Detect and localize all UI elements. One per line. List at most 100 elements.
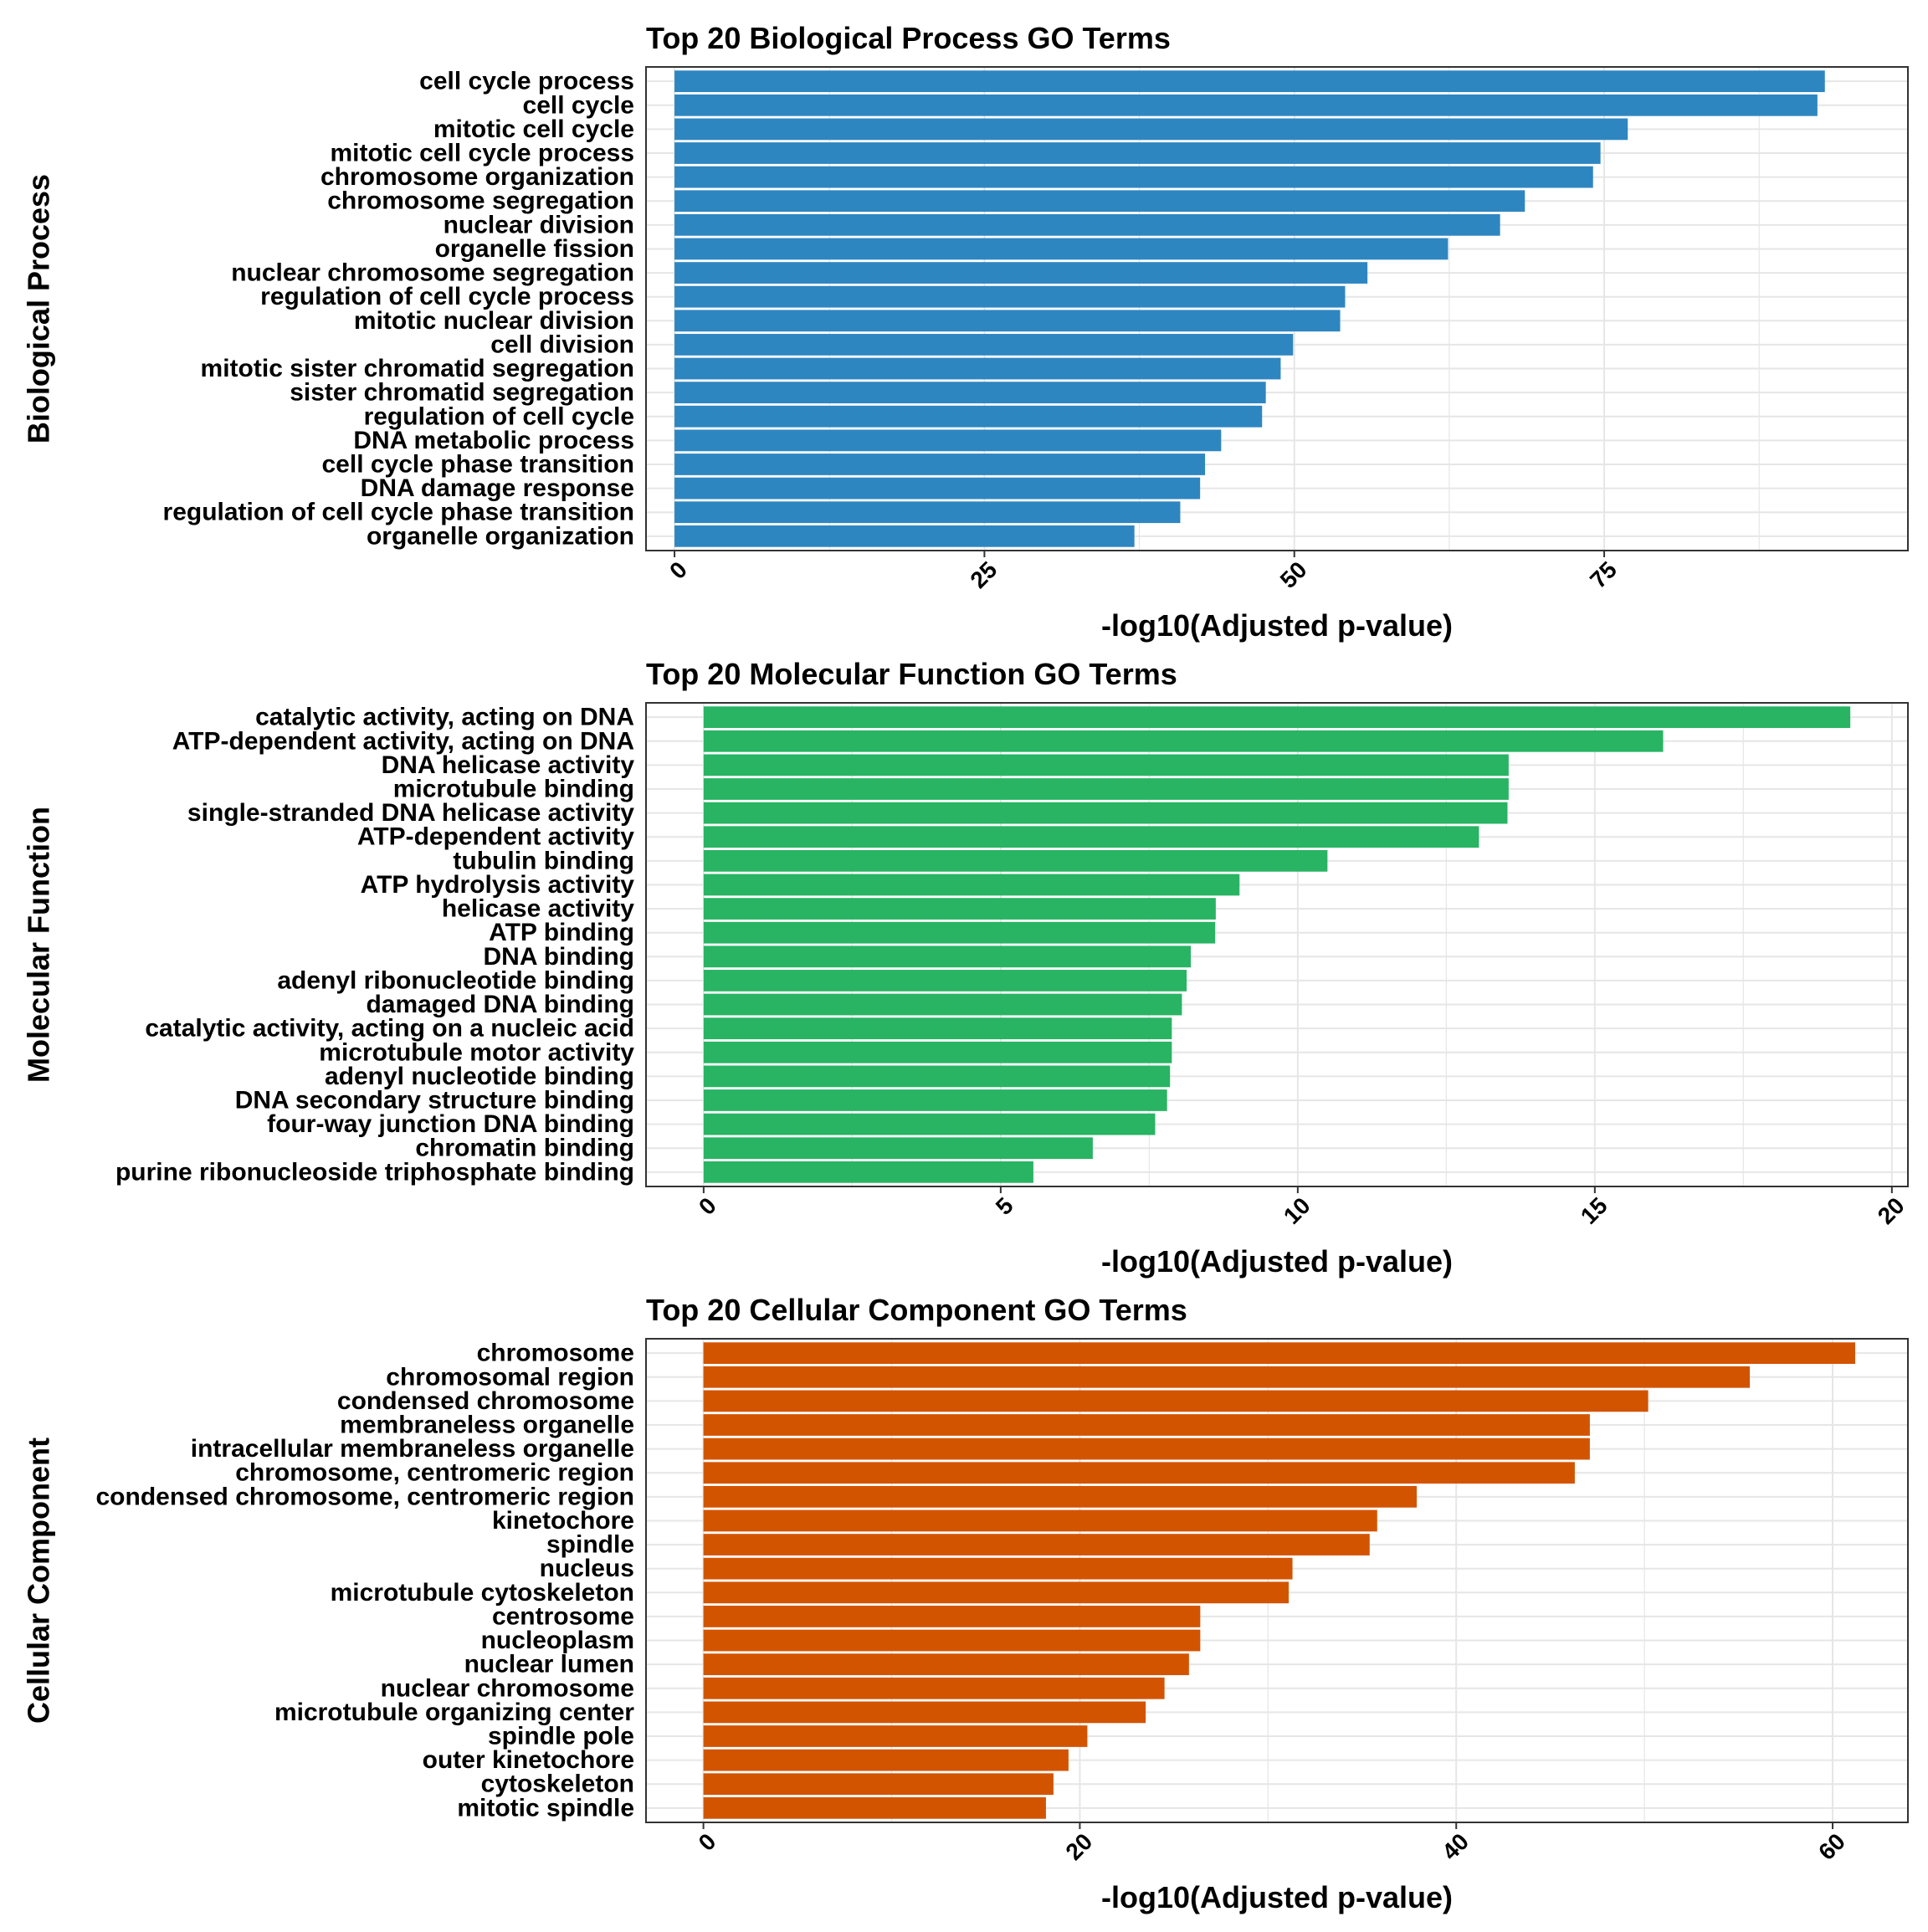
- bar-cc-3: [703, 1414, 1590, 1436]
- bar-bp-14: [674, 405, 1263, 428]
- bar-mf-6: [703, 849, 1328, 872]
- x-tick-label: 15: [1576, 1192, 1613, 1229]
- bar-mf-17: [703, 1113, 1156, 1135]
- category-label: adenyl ribonucleotide binding: [277, 966, 634, 994]
- chart-panel-mf: catalytic activity, acting on DNAATP-dep…: [22, 657, 1910, 1279]
- panel-border: [645, 66, 1909, 551]
- bar-bp-19: [674, 525, 1135, 547]
- bar-mf-18: [703, 1137, 1093, 1160]
- y-axis-title: Biological Process: [22, 174, 56, 443]
- bar-mf-15: [703, 1065, 1171, 1088]
- category-label: chromosome segregation: [327, 187, 634, 215]
- bar-cc-17: [703, 1749, 1069, 1771]
- bar-cc-2: [703, 1390, 1649, 1412]
- bar-bp-17: [674, 477, 1201, 500]
- category-label: nucleus: [540, 1555, 634, 1582]
- bar-bp-4: [674, 166, 1593, 188]
- category-label: cell division: [490, 331, 634, 358]
- category-label: four-way junction DNA binding: [267, 1110, 634, 1138]
- bar-bp-3: [674, 142, 1601, 164]
- category-label: ATP-dependent activity: [357, 823, 634, 851]
- bar-bp-13: [674, 382, 1266, 404]
- bar-cc-10: [703, 1581, 1290, 1604]
- category-label: kinetochore: [492, 1507, 634, 1535]
- category-label: nucleoplasm: [481, 1627, 634, 1654]
- bar-mf-5: [703, 826, 1479, 848]
- x-tick-label: 20: [1060, 1828, 1097, 1865]
- bar-cc-13: [703, 1653, 1189, 1676]
- bar-bp-7: [674, 238, 1449, 260]
- y-axis-title: Molecular Function: [22, 807, 56, 1083]
- bar-cc-5: [703, 1462, 1575, 1484]
- x-tick-label: 75: [1585, 556, 1622, 593]
- category-label: chromosome: [477, 1340, 634, 1367]
- bar-cc-12: [703, 1629, 1201, 1652]
- chart-title: Top 20 Biological Process GO Terms: [646, 21, 1171, 55]
- category-label: intracellular membraneless organelle: [191, 1435, 634, 1463]
- x-axis-title: -log10(Adjusted p-value): [1101, 1244, 1453, 1279]
- bar-mf-16: [703, 1089, 1167, 1111]
- bar-mf-3: [703, 778, 1509, 800]
- bar-mf-7: [703, 874, 1240, 896]
- category-label: helicase activity: [442, 895, 634, 923]
- bar-mf-1: [703, 730, 1664, 752]
- chart-title: Top 20 Molecular Function GO Terms: [646, 657, 1177, 691]
- category-label: nuclear lumen: [464, 1651, 634, 1678]
- bar-cc-4: [703, 1437, 1590, 1460]
- bar-cc-0: [703, 1342, 1856, 1365]
- bar-bp-8: [674, 262, 1368, 284]
- category-label: single-stranded DNA helicase activity: [187, 799, 634, 827]
- category-label: mitotic sister chromatid segregation: [201, 355, 634, 382]
- x-tick-label: 25: [965, 556, 1002, 593]
- category-label: adenyl nucleotide binding: [325, 1063, 634, 1090]
- bar-bp-12: [674, 357, 1281, 380]
- x-tick-label: 5: [991, 1192, 1018, 1220]
- bar-cc-8: [703, 1534, 1370, 1555]
- bar-bp-6: [674, 213, 1500, 236]
- bar-bp-16: [674, 454, 1206, 475]
- category-label: chromosome organization: [320, 163, 634, 191]
- category-label: mitotic nuclear division: [354, 307, 634, 335]
- bar-mf-10: [703, 946, 1192, 968]
- category-label: mitotic spindle: [457, 1794, 634, 1822]
- x-axis-title: -log10(Adjusted p-value): [1101, 1880, 1453, 1914]
- bar-bp-10: [674, 310, 1341, 332]
- category-label: DNA helicase activity: [382, 751, 635, 779]
- x-tick-label: 0: [694, 1828, 721, 1856]
- category-label: outer kinetochore: [423, 1746, 634, 1774]
- x-tick-label: 0: [664, 556, 692, 584]
- category-label: chromosomal region: [386, 1363, 634, 1391]
- bar-mf-12: [703, 993, 1182, 1016]
- category-label: sister chromatid segregation: [290, 379, 634, 407]
- category-label: microtubule cytoskeleton: [331, 1579, 634, 1607]
- panel-border: [645, 1338, 1909, 1823]
- category-label: spindle pole: [488, 1722, 634, 1750]
- bar-mf-19: [703, 1161, 1033, 1183]
- bar-mf-2: [703, 754, 1509, 776]
- bar-mf-0: [703, 706, 1851, 729]
- category-label: ATP binding: [489, 919, 634, 946]
- bar-bp-15: [674, 429, 1222, 452]
- category-label: mitotic cell cycle: [433, 115, 634, 143]
- bar-cc-6: [703, 1485, 1417, 1508]
- category-label: condensed chromosome: [337, 1387, 634, 1415]
- bar-bp-1: [674, 94, 1818, 116]
- category-label: spindle: [546, 1531, 634, 1559]
- bar-mf-11: [703, 970, 1187, 992]
- category-label: purine ribonucleoside triphosphate bindi…: [115, 1158, 634, 1186]
- bar-cc-11: [703, 1606, 1201, 1627]
- category-label: DNA binding: [483, 943, 634, 971]
- y-axis-title: Cellular Component: [22, 1437, 56, 1724]
- bar-cc-19: [703, 1796, 1046, 1819]
- category-label: membraneless organelle: [340, 1412, 634, 1439]
- panel-border: [645, 702, 1909, 1187]
- category-label: mitotic cell cycle process: [330, 140, 634, 167]
- bar-mf-4: [703, 802, 1508, 824]
- chart-title: Top 20 Cellular Component GO Terms: [646, 1293, 1187, 1327]
- bar-mf-14: [703, 1041, 1172, 1063]
- bar-bp-18: [674, 501, 1181, 524]
- bar-mf-8: [703, 898, 1216, 920]
- bar-cc-18: [703, 1773, 1054, 1796]
- x-tick-label: 20: [1873, 1192, 1910, 1229]
